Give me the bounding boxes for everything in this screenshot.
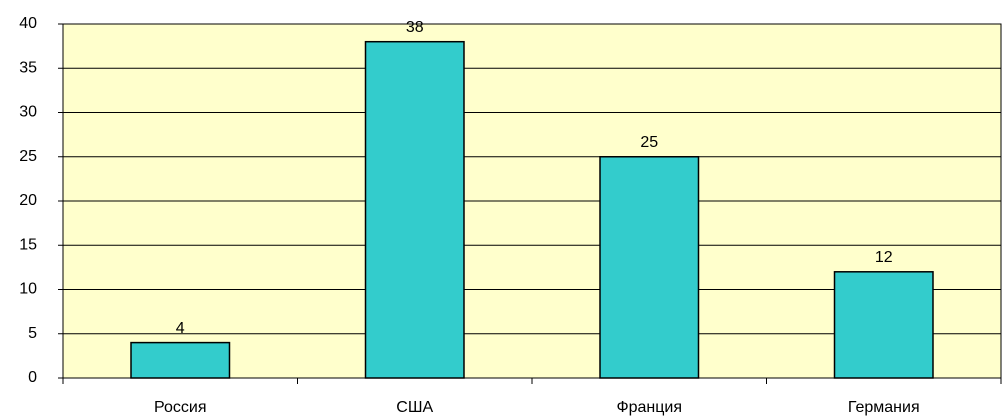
- bar: [833, 271, 934, 379]
- x-tick-label: Франция: [616, 399, 682, 416]
- y-tick-label: 10: [19, 281, 37, 298]
- bar: [130, 341, 231, 379]
- data-label: 38: [406, 19, 424, 36]
- y-tick-label: 15: [19, 236, 37, 253]
- y-tick-label: 30: [19, 104, 37, 121]
- data-label: 4: [176, 320, 185, 337]
- x-tick-label: Россия: [154, 399, 206, 416]
- y-tick-label: 40: [19, 15, 37, 32]
- y-tick-label: 5: [28, 325, 37, 342]
- bar: [599, 156, 700, 379]
- y-tick-label: 20: [19, 192, 37, 209]
- x-tick-label: Германия: [848, 399, 920, 416]
- y-tick-label: 25: [19, 148, 37, 165]
- data-label: 25: [640, 134, 658, 151]
- y-tick-label: 0: [28, 369, 37, 386]
- y-tick-label: 35: [19, 59, 37, 76]
- x-tick-label: США: [396, 399, 433, 416]
- bar: [364, 40, 465, 379]
- data-label: 12: [875, 249, 893, 266]
